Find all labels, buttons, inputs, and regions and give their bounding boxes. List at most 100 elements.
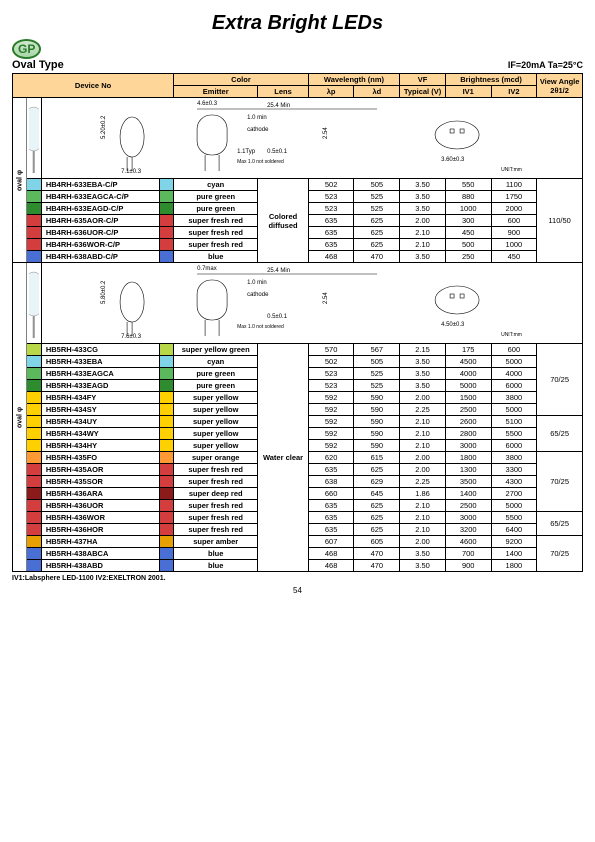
header-lp: λp: [308, 86, 354, 98]
vf: 2.00: [400, 215, 446, 227]
iv1: 1800: [445, 452, 491, 464]
view-angle: 65/25: [537, 416, 583, 452]
color-swatch: [27, 560, 41, 572]
color-swatch: [27, 428, 41, 440]
iv2: 3800: [491, 392, 537, 404]
emitter: super yellow: [174, 392, 258, 404]
emitter: super yellow: [174, 428, 258, 440]
lp: 660: [308, 488, 354, 500]
color-swatch: [27, 251, 41, 263]
vf: 3.50: [400, 560, 446, 572]
header-ld: λd: [354, 86, 400, 98]
vf: 3.50: [400, 356, 446, 368]
datasheet-table: Device No Color Wavelength (nm) VF Brigh…: [12, 73, 583, 572]
emitter: super fresh red: [174, 215, 258, 227]
iv2: 600: [491, 344, 537, 356]
iv2: 6000: [491, 440, 537, 452]
color-swatch: [159, 215, 173, 227]
device-no: HB5RH-435FO: [41, 452, 159, 464]
vf: 3.50: [400, 203, 446, 215]
iv2: 450: [491, 251, 537, 263]
color-swatch: [27, 380, 41, 392]
ld: 590: [354, 440, 400, 452]
lp: 592: [308, 404, 354, 416]
ld: 645: [354, 488, 400, 500]
emitter: super fresh red: [174, 476, 258, 488]
conditions: IF=20mA Ta=25°C: [508, 60, 583, 70]
lp: 635: [308, 524, 354, 536]
svg-text:0.7max: 0.7max: [197, 266, 217, 272]
emitter: blue: [174, 560, 258, 572]
ld: 625: [354, 215, 400, 227]
iv2: 5500: [491, 428, 537, 440]
table-header: Device No Color Wavelength (nm) VF Brigh…: [13, 74, 583, 98]
iv2: 900: [491, 227, 537, 239]
lp: 468: [308, 548, 354, 560]
lp: 592: [308, 440, 354, 452]
iv1: 300: [445, 215, 491, 227]
lp: 635: [308, 227, 354, 239]
color-swatch: [159, 464, 173, 476]
vf: 2.00: [400, 536, 446, 548]
emitter: super orange: [174, 452, 258, 464]
color-swatch: [27, 500, 41, 512]
vf: 2.10: [400, 239, 446, 251]
header-view: View Angle 2θ1/2: [537, 74, 583, 98]
header-wavelength: Wavelength (nm): [308, 74, 399, 86]
emitter: super fresh red: [174, 524, 258, 536]
iv1: 2500: [445, 500, 491, 512]
lp: 592: [308, 392, 354, 404]
subheading: Oval Type: [12, 59, 64, 71]
iv1: 1500: [445, 392, 491, 404]
iv1: 550: [445, 179, 491, 191]
iv2: 1000: [491, 239, 537, 251]
svg-text:7.1±0.3: 7.1±0.3: [121, 169, 142, 175]
vf: 3.50: [400, 251, 446, 263]
vf: 3.50: [400, 548, 446, 560]
color-swatch: [27, 476, 41, 488]
color-swatch: [27, 215, 41, 227]
device-no: HB4RH-636UOR-C/P: [41, 227, 159, 239]
iv1: 3500: [445, 476, 491, 488]
device-no: HB4RH-638ABD-C/P: [41, 251, 159, 263]
emitter: super fresh red: [174, 464, 258, 476]
vf: 2.10: [400, 524, 446, 536]
lp: 635: [308, 512, 354, 524]
device-no: HB5RH-435AOR: [41, 464, 159, 476]
vf: 3.50: [400, 179, 446, 191]
iv1: 175: [445, 344, 491, 356]
color-swatch: [27, 464, 41, 476]
lp: 638: [308, 476, 354, 488]
lp: 523: [308, 368, 354, 380]
device-no: HB5RH-433EAGCA: [41, 368, 159, 380]
color-swatch: [159, 356, 173, 368]
header-iv1: IV1: [445, 86, 491, 98]
side-label: oval φ: [13, 263, 27, 572]
ld: 605: [354, 536, 400, 548]
color-swatch: [159, 428, 173, 440]
ld: 525: [354, 203, 400, 215]
lp: 523: [308, 203, 354, 215]
iv2: 1800: [491, 560, 537, 572]
vf: 2.10: [400, 500, 446, 512]
iv1: 880: [445, 191, 491, 203]
svg-text:4.50±0.3: 4.50±0.3: [441, 322, 465, 328]
ld: 625: [354, 464, 400, 476]
device-no: HB5RH-434FY: [41, 392, 159, 404]
device-no: HB5RH-433EAGD: [41, 380, 159, 392]
color-swatch: [27, 179, 41, 191]
vf: 2.00: [400, 392, 446, 404]
device-no: HB5RH-438ABD: [41, 560, 159, 572]
iv1: 4000: [445, 368, 491, 380]
svg-text:cathode: cathode: [247, 127, 269, 133]
header-color: Color: [174, 74, 309, 86]
iv2: 9200: [491, 536, 537, 548]
svg-text:1.0 min: 1.0 min: [247, 115, 267, 121]
device-no: HB5RH-438ABCA: [41, 548, 159, 560]
device-no: HB5RH-434UY: [41, 416, 159, 428]
vf: 2.15: [400, 344, 446, 356]
iv1: 3200: [445, 524, 491, 536]
device-no: HB4RH-635AOR-C/P: [41, 215, 159, 227]
svg-text:4.6±0.3: 4.6±0.3: [197, 101, 218, 107]
ld: 590: [354, 428, 400, 440]
